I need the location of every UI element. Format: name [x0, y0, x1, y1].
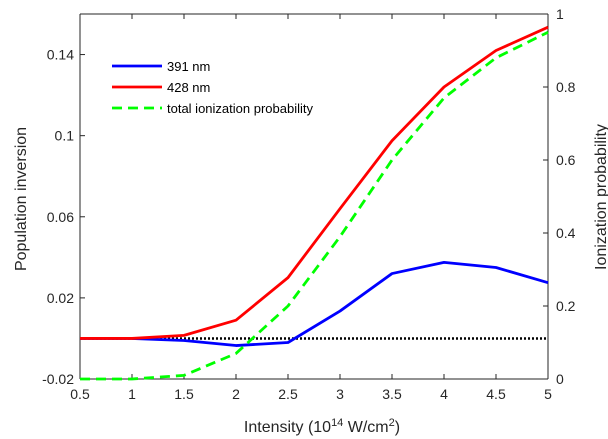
y-right-tick-label: 0 [556, 371, 564, 387]
x-axis-label-exponent-2: 2 [389, 417, 395, 429]
x-tick-label: 2.5 [278, 386, 298, 402]
legend-label-1: 391 nm [167, 59, 210, 74]
series-layer [80, 25, 549, 381]
y-right-tick-label: 0.8 [556, 79, 576, 95]
y-left-tick-label: 0.14 [47, 47, 74, 63]
y-left-tick-label: 0.06 [47, 209, 74, 225]
y-axis-left-label: Population inversion [13, 127, 30, 271]
y-right-tick-label: 0.4 [556, 225, 576, 241]
x-tick-label: 3 [336, 386, 344, 402]
x-tick-label: 3.5 [382, 386, 402, 402]
x-tick-label: 4 [440, 386, 448, 402]
y-right-tick-label: 0.2 [556, 298, 576, 314]
series-line-1 [80, 260, 549, 347]
axes-layer: 0.5 1 1.5 2 2.5 3 3.5 4 4.5 5 -0.02 0.02 0.06 0.1 0.14… [42, 6, 576, 402]
x-tick-label: 0.5 [70, 386, 90, 402]
y-right-tick-label: 0.6 [556, 152, 576, 168]
x-axis-label-suffix: ) [395, 419, 400, 436]
x-axis-label-unit: W/cm [343, 419, 388, 436]
x-axis-label-exponent-1: 14 [331, 417, 343, 429]
x-axis-label: Intensity (1014 W/cm2) [244, 417, 400, 436]
y-left-tick-label: -0.02 [42, 371, 74, 387]
x-axis-label-prefix: Intensity (10 [244, 419, 331, 436]
x-tick-label: 1.5 [174, 386, 194, 402]
legend-label-3: total ionization probability [167, 101, 313, 116]
x-tick-label: 4.5 [486, 386, 506, 402]
y-left-tick-label: 0.1 [55, 128, 75, 144]
x-tick-label: 1 [128, 386, 136, 402]
x-tick-label: 5 [544, 386, 552, 402]
series-line-2 [80, 25, 549, 340]
y-right-tick-label: 1 [556, 6, 564, 22]
x-tick-label: 2 [232, 386, 240, 402]
y-left-tick-label: 0.02 [47, 290, 74, 306]
y-axis-right-label: Ionization probability [593, 124, 608, 270]
legend: 391 nm 428 nm total ionization probability [112, 59, 313, 116]
series-line-3 [80, 30, 549, 381]
legend-label-2: 428 nm [167, 80, 210, 95]
